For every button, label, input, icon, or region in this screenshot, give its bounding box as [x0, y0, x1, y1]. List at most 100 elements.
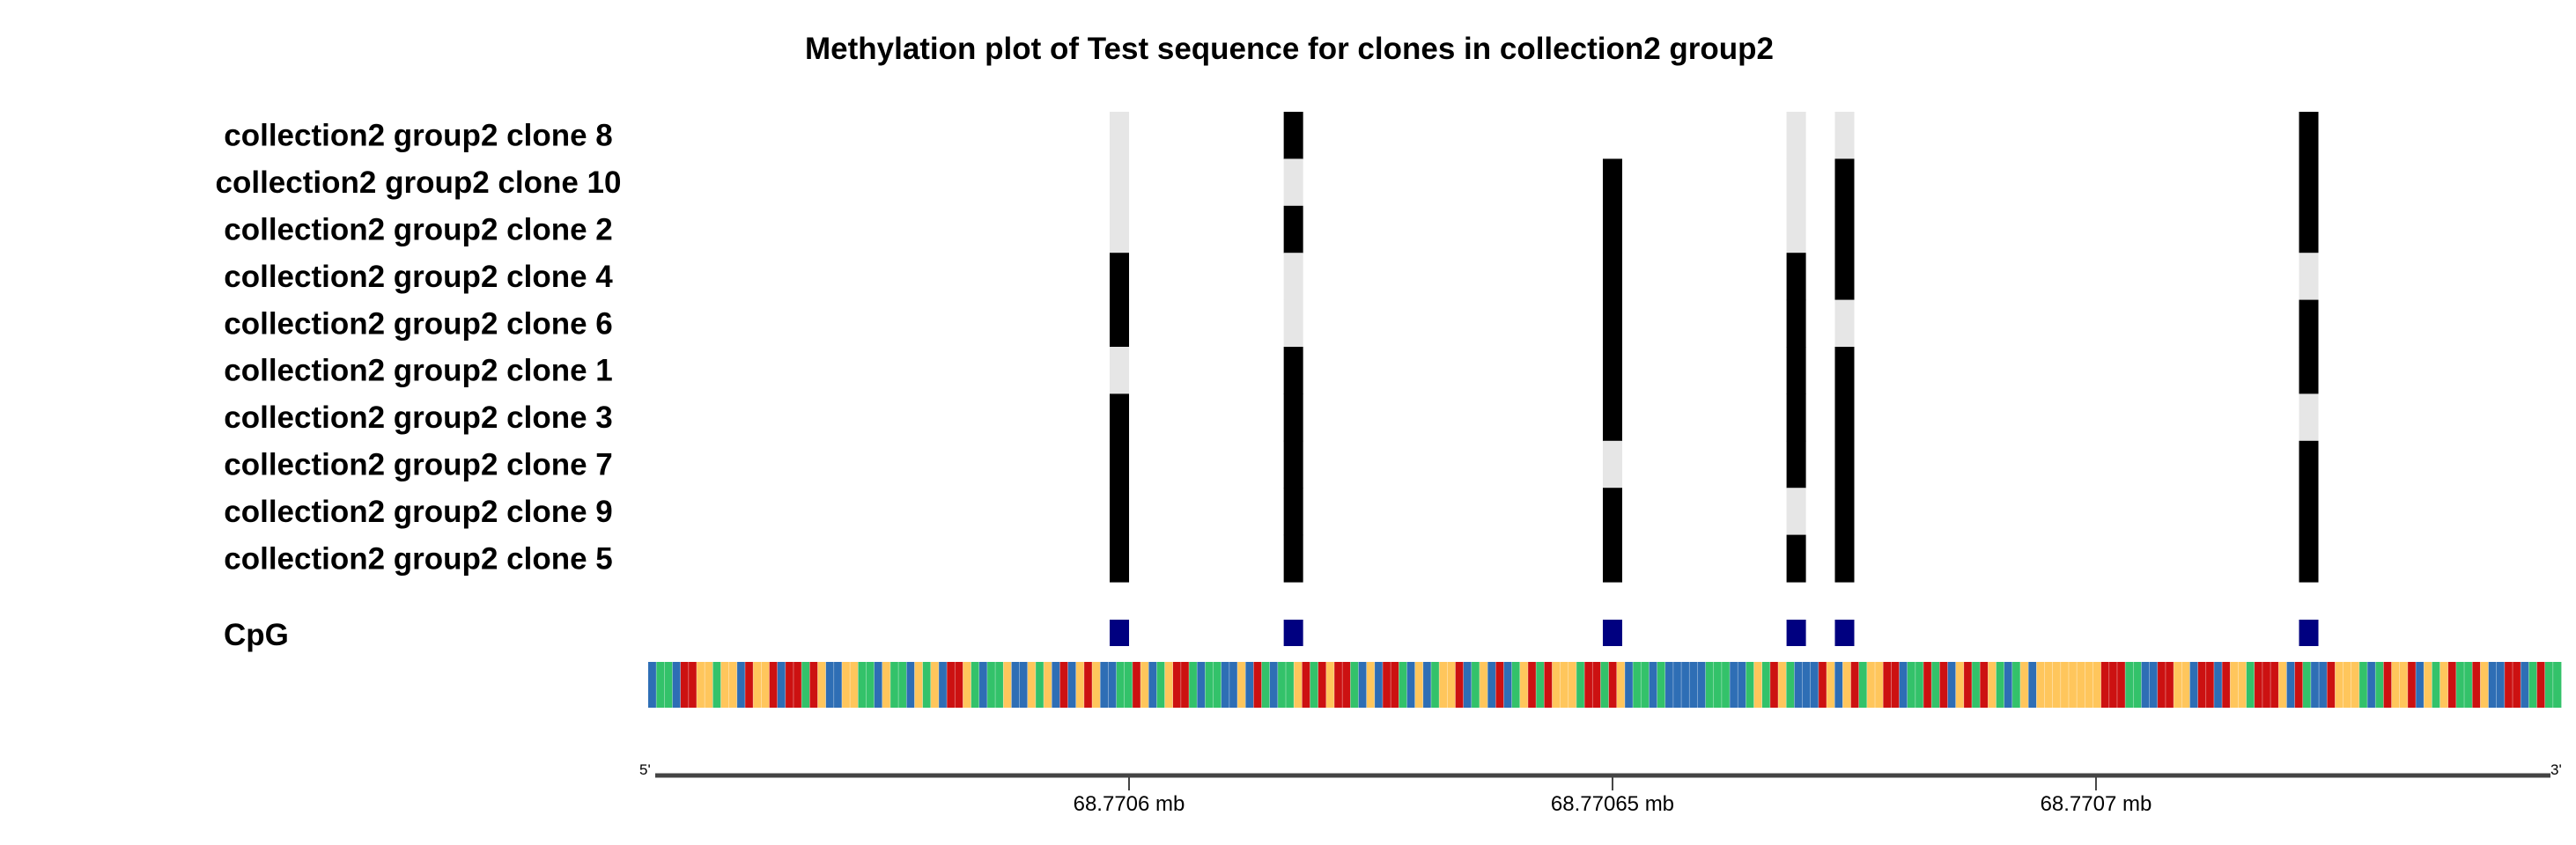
sequence-base: [995, 662, 1004, 708]
sequence-base: [1116, 662, 1126, 708]
sequence-base: [1996, 662, 2005, 708]
sequence-base: [1761, 662, 1771, 708]
sequence-base: [2472, 662, 2481, 708]
sequence-base: [1568, 662, 1577, 708]
sequence-base: [1164, 662, 1174, 708]
methylated-cell: [2299, 488, 2319, 536]
sequence-base: [1399, 662, 1407, 708]
sequence-base: [656, 662, 665, 708]
sequence-base: [1891, 662, 1900, 708]
sequence-base: [1705, 662, 1715, 708]
sequence-base: [1447, 662, 1456, 708]
sequence-base: [2528, 662, 2537, 708]
clone-label: collection2 group2 clone 4: [224, 260, 613, 294]
sequence-base: [1721, 662, 1731, 708]
sequence-base: [1358, 662, 1368, 708]
sequence-base: [2197, 662, 2207, 708]
sequence-base: [688, 662, 698, 708]
sequence-base: [858, 662, 867, 708]
unmethylated-cell: [1283, 253, 1303, 301]
sequence-base: [2125, 662, 2134, 708]
sequence-base: [1269, 662, 1279, 708]
unmethylated-cell: [1786, 205, 1806, 254]
sequence-base: [1237, 662, 1246, 708]
sequence-base: [2424, 662, 2432, 708]
sequence-base: [2213, 662, 2223, 708]
sequence-base: [2335, 662, 2343, 708]
cpg-label: CpG: [224, 618, 289, 652]
sequence-base: [753, 662, 762, 708]
sequence-base: [1310, 662, 1319, 708]
sequence-base: [2319, 662, 2328, 708]
sequence-base: [1616, 662, 1626, 708]
sequence-base: [825, 662, 835, 708]
sequence-base: [1092, 662, 1101, 708]
sequence-base: [978, 662, 988, 708]
methylated-cell: [2299, 299, 2319, 348]
sequence-base: [2480, 662, 2489, 708]
sequence-base: [1342, 662, 1351, 708]
sequence-base: [2262, 662, 2271, 708]
sequence-base: [1907, 662, 1916, 708]
sequence-base: [1140, 662, 1149, 708]
methylated-cell: [1110, 393, 1130, 442]
sequence-base: [712, 662, 721, 708]
methylated-cell: [1786, 393, 1806, 442]
sequence-base: [2246, 662, 2255, 708]
sequence-base: [1455, 662, 1465, 708]
sequence-base: [1697, 662, 1706, 708]
sequence-base: [1664, 662, 1674, 708]
sequence-base: [2100, 662, 2110, 708]
methylated-cell: [1602, 205, 1622, 254]
sequence-base: [2060, 662, 2070, 708]
sequence-base: [1035, 662, 1044, 708]
methylation-cells: [1110, 112, 2319, 583]
sequence-base: [1286, 662, 1295, 708]
sequence-base: [2052, 662, 2062, 708]
methylated-cell: [1283, 534, 1303, 583]
sequence-base: [2513, 662, 2521, 708]
sequence-base: [1124, 662, 1133, 708]
clone-label: collection2 group2 clone 1: [224, 354, 612, 388]
sequence-base: [1205, 662, 1214, 708]
sequence-base: [1988, 662, 1997, 708]
sequence-base: [2455, 662, 2465, 708]
sequence-base: [1738, 662, 1746, 708]
methylated-cell: [1602, 253, 1622, 301]
sequence-base: [1302, 662, 1310, 708]
sequence-base: [1842, 662, 1851, 708]
methylated-cell: [1602, 393, 1622, 442]
sequence-base: [1810, 662, 1819, 708]
sequence-base: [2044, 662, 2054, 708]
sequence-base: [1422, 662, 1432, 708]
methylated-cell: [1110, 440, 1130, 489]
clone-label: collection2 group2 clone 3: [224, 400, 612, 435]
sequence-base: [841, 662, 851, 708]
methylated-cell: [1110, 253, 1130, 301]
sequence-base: [2488, 662, 2498, 708]
sequence-base: [1576, 662, 1585, 708]
sequence-base: [955, 662, 963, 708]
sequence-base: [1261, 662, 1271, 708]
sequence-base: [1245, 662, 1254, 708]
sequence-base: [1132, 662, 1141, 708]
sequence-base: [906, 662, 915, 708]
sequence-base: [2407, 662, 2417, 708]
sequence-base: [801, 662, 810, 708]
sequence-base: [2544, 662, 2554, 708]
sequence-base: [1649, 662, 1657, 708]
sequence-base: [1511, 662, 1521, 708]
sequence-base: [914, 662, 923, 708]
sequence-base: [2536, 662, 2546, 708]
methylated-cell: [1786, 299, 1806, 348]
sequence-base: [1430, 662, 1440, 708]
sequence-base: [1641, 662, 1650, 708]
sequence-base: [2036, 662, 2045, 708]
cpg-marker: [1110, 620, 1130, 646]
sequence-base: [1059, 662, 1068, 708]
clone-labels: collection2 group2 clone 8 collection2 gr…: [216, 119, 622, 577]
methylated-cell: [1834, 253, 1855, 301]
sequence-base: [1827, 662, 1835, 708]
methylated-cell: [1786, 347, 1806, 394]
